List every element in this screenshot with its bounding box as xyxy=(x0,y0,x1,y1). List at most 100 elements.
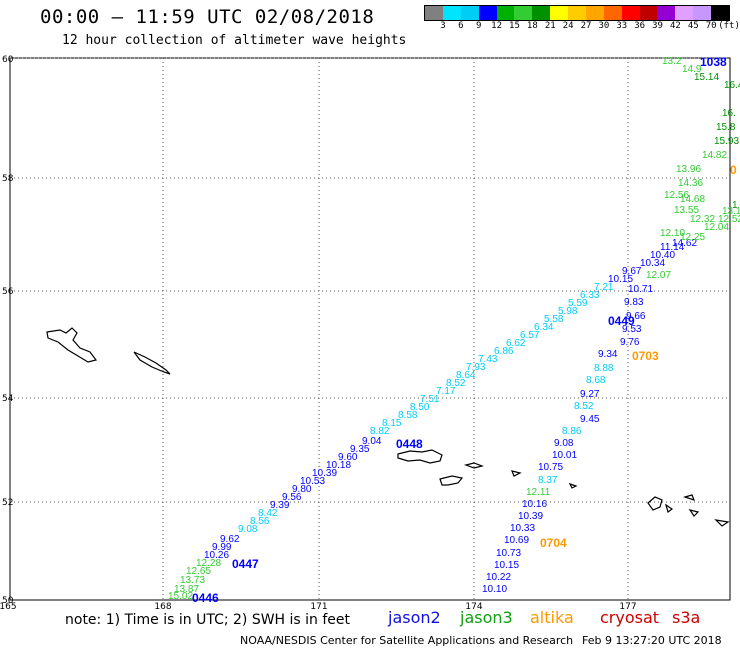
units-note: note: 1) Time is in UTC; 2) SWH is in fe… xyxy=(65,612,351,628)
wave-height-value: 8.56 xyxy=(250,516,270,527)
wave-height-value: 12.25 xyxy=(680,232,705,243)
wave-height-value: 9.08 xyxy=(554,438,574,449)
pass-time-label: 0703 xyxy=(632,349,659,363)
longitude-label: 168 xyxy=(154,602,171,612)
island-bering xyxy=(46,327,98,363)
color-scale-swatch xyxy=(568,6,586,20)
wave-height-value: 5.58 xyxy=(544,314,564,325)
latitude-label: 58 xyxy=(2,174,14,184)
island-east-4 xyxy=(714,519,730,527)
page-title: 00:00 – 11:59 UTC 02/08/2018 xyxy=(40,6,375,28)
wave-height-value: 10.40 xyxy=(650,250,675,261)
wave-height-value: 15.8 xyxy=(716,122,736,133)
island-small-1 xyxy=(463,462,485,469)
color-scale-swatch xyxy=(460,6,479,20)
wave-height-value: 6.34 xyxy=(534,322,554,333)
wave-height-value: 9.99 xyxy=(212,542,232,553)
color-scale-swatch xyxy=(639,6,658,20)
color-scale-swatch xyxy=(711,6,729,20)
color-scale-swatch xyxy=(603,6,622,20)
wave-height-value: 16. xyxy=(722,108,736,119)
pass-time-label: 0 xyxy=(730,163,737,177)
wave-height-value: 15.14 xyxy=(694,72,719,83)
wave-height-value: 10.34 xyxy=(640,258,665,269)
wave-height-value: 12.28 xyxy=(196,558,221,569)
wave-height-value: 8.52 xyxy=(446,378,466,389)
color-scale-swatch xyxy=(496,6,515,20)
color-scale-swatch xyxy=(693,6,711,20)
wave-height-value: 7.43 xyxy=(478,354,498,365)
color-scale-swatch xyxy=(478,6,497,20)
wave-height-value: 9.56 xyxy=(282,492,302,503)
latitude-label: 60 xyxy=(2,55,14,65)
longitude-label: 174 xyxy=(465,602,482,612)
color-scale-label: 24 xyxy=(562,21,574,31)
color-scale-label: 39 xyxy=(652,21,663,31)
color-scale-swatch xyxy=(621,6,640,20)
color-scale-label: 27 xyxy=(580,21,592,31)
wave-height-value: 10.73 xyxy=(496,548,521,559)
wave-height-value: 9.67 xyxy=(622,266,642,277)
wave-height-value: 8.68 xyxy=(586,375,606,386)
wave-height-value: 9.62 xyxy=(220,534,240,545)
wave-height-value: 13.2 xyxy=(662,56,682,67)
wave-height-value: 15.93 xyxy=(714,136,739,147)
wave-height-value: 12.52 xyxy=(718,214,740,225)
wave-height-value: 7.21 xyxy=(594,282,614,293)
longitude-label: 177 xyxy=(619,602,636,612)
island-east-1 xyxy=(647,496,663,511)
pass-time-label: 0448 xyxy=(396,437,423,451)
color-scale-label: (ft) xyxy=(718,21,740,31)
wave-height-value: 9.27 xyxy=(580,389,600,400)
island-east-3 xyxy=(688,509,700,517)
color-scale-label: 18 xyxy=(526,21,538,31)
latitude-label: 52 xyxy=(2,498,13,508)
wave-height-value: 14.36 xyxy=(678,178,703,189)
color-scale-swatch xyxy=(514,6,533,20)
color-scale-swatch xyxy=(675,6,694,20)
wave-height-value: 8.42 xyxy=(258,508,278,519)
longitude-label: 171 xyxy=(310,602,327,612)
coastlines xyxy=(46,327,730,527)
latitude-label: 56 xyxy=(2,287,14,297)
wave-height-value: 15.02 xyxy=(168,591,193,602)
latitude-label: 50 xyxy=(2,596,14,606)
wave-height-value: 8.82 xyxy=(370,426,390,437)
wave-height-value: 9.76 xyxy=(620,337,640,348)
wave-height-value: 11.14 xyxy=(660,242,685,253)
wave-height-value: 9.83 xyxy=(624,297,644,308)
color-scale-label: 12 xyxy=(491,21,502,31)
legend-jason3: jason3 xyxy=(460,608,513,627)
color-scale-label: 15 xyxy=(509,21,520,31)
wave-height-value: 8.88 xyxy=(594,363,614,374)
wave-height-value: 10.22 xyxy=(486,572,511,583)
wave-height-value: 12.07 xyxy=(646,270,671,281)
pass-time-labels: 0446 0447 0448 0449 0703 0704 1038 0 xyxy=(192,55,737,605)
wave-height-value: 14.62 xyxy=(672,238,697,249)
wave-height-value: 10.26 xyxy=(204,550,229,561)
wave-height-value: 13.1 xyxy=(722,206,740,217)
track-values: 15.0213.8713.7312.6512.2810.269.999.629.… xyxy=(168,56,740,602)
wave-height-value: 12.65 xyxy=(186,566,211,577)
wave-height-value: 9.53 xyxy=(622,324,642,335)
wave-height-value: 10.15 xyxy=(494,560,519,571)
wave-height-value: 7.17 xyxy=(436,386,456,397)
wave-height-value: 6.86 xyxy=(494,346,514,357)
wave-height-value: 10.75 xyxy=(538,462,563,473)
wave-height-value: 6.57 xyxy=(520,330,540,341)
wave-height-value: 12.10 xyxy=(660,228,685,239)
wave-height-value: 9.35 xyxy=(350,444,370,455)
pass-time-label: 0449 xyxy=(608,314,635,328)
wave-height-value: 10.69 xyxy=(504,535,529,546)
wave-height-value: 13.96 xyxy=(676,164,701,175)
graticule xyxy=(10,57,730,600)
wave-height-value: 13.55 xyxy=(674,205,699,216)
wave-height-value: 6.33 xyxy=(580,290,600,301)
island-small-2 xyxy=(511,470,522,477)
island-east-5 xyxy=(682,494,696,501)
island-east-2 xyxy=(664,503,674,514)
legend-cryosat: cryosat xyxy=(600,608,660,627)
color-scale-swatch xyxy=(532,6,551,20)
wave-height-value: 9.45 xyxy=(580,414,600,425)
